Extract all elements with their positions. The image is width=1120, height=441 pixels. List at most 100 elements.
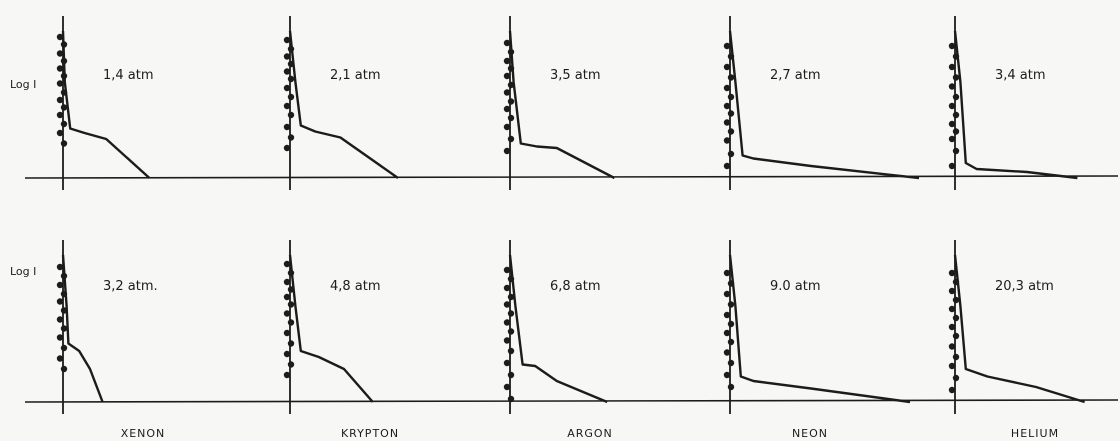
data-point (507, 328, 515, 335)
data-point (56, 33, 64, 41)
data-point (283, 371, 291, 379)
data-point (948, 305, 956, 313)
data-point (503, 57, 511, 65)
data-point (56, 281, 64, 289)
series-line (728, 254, 911, 404)
data-point (503, 266, 511, 274)
data-point (283, 278, 291, 286)
series-line (953, 254, 1085, 404)
data-point (723, 42, 731, 50)
data-point (287, 319, 295, 326)
y-axis-label-row-1: Log I (10, 78, 36, 91)
series-line (508, 30, 615, 180)
data-point (952, 374, 960, 382)
baseline-row-1 (24, 175, 1119, 179)
series-line (288, 30, 399, 179)
data-point (723, 84, 731, 92)
series-line (953, 30, 1078, 180)
data-point (507, 310, 515, 317)
data-point (60, 365, 68, 373)
data-point (952, 147, 960, 155)
data-point (948, 343, 956, 350)
gas-label: NEON (792, 427, 828, 440)
series-line (61, 254, 104, 403)
data-point (952, 314, 960, 322)
data-point (948, 287, 956, 295)
data-point (503, 337, 511, 344)
data-point (283, 68, 291, 75)
data-point (283, 53, 291, 60)
data-point (56, 111, 64, 119)
gas-label: KRYPTON (341, 427, 399, 440)
data-point (727, 338, 735, 346)
data-point (60, 344, 68, 352)
data-point (952, 332, 960, 340)
series-line (288, 254, 374, 403)
data-point (283, 36, 291, 44)
data-point (503, 72, 511, 80)
y-axis-label-row-2: Log I (10, 265, 36, 278)
data-point (727, 110, 735, 117)
data-point (948, 63, 956, 71)
data-point (507, 98, 515, 105)
pressure-label: 3,5 atm (550, 68, 601, 83)
data-point (952, 74, 960, 81)
data-point (727, 74, 735, 81)
data-point (723, 371, 731, 379)
data-point (948, 269, 956, 277)
data-point (948, 362, 956, 370)
data-point (948, 102, 956, 110)
data-point (948, 120, 956, 128)
data-point (56, 334, 64, 341)
data-point (283, 310, 291, 317)
series-line (61, 30, 151, 179)
data-point (56, 80, 64, 87)
data-point (723, 119, 731, 126)
data-point (503, 105, 511, 113)
data-point (283, 350, 291, 358)
data-point (56, 316, 64, 323)
data-point (283, 144, 291, 152)
data-point (507, 395, 515, 403)
data-point (56, 65, 64, 72)
data-point (723, 290, 731, 298)
data-point (952, 296, 960, 304)
data-point (56, 96, 64, 104)
data-point (727, 320, 735, 328)
data-point (507, 135, 515, 143)
data-point (948, 162, 956, 170)
data-point (952, 128, 960, 135)
data-point (283, 102, 291, 110)
data-point (952, 93, 960, 101)
data-point (507, 114, 515, 122)
gas-label: HELIUM (1011, 427, 1059, 440)
data-point (723, 329, 731, 337)
data-point (503, 359, 511, 367)
data-point (287, 75, 295, 83)
data-point (723, 269, 731, 277)
data-point (948, 323, 956, 331)
data-point (287, 134, 295, 141)
data-point (283, 329, 291, 337)
pressure-label: 20,3 atm (995, 279, 1054, 294)
data-point (507, 371, 515, 379)
data-point (56, 263, 64, 271)
gas-label: ARGON (567, 427, 613, 440)
pressure-label: 6,8 atm (550, 279, 601, 294)
data-point (952, 353, 960, 361)
gas-label: XENON (121, 427, 166, 440)
data-point (948, 135, 956, 143)
data-point (503, 89, 511, 96)
data-point (948, 42, 956, 50)
pressure-label: 2,1 atm (330, 68, 381, 83)
data-point (948, 386, 956, 394)
pressure-label: 4,8 atm (330, 279, 381, 294)
pressure-label: 3,4 atm (995, 68, 1046, 83)
data-point (503, 39, 511, 47)
data-point (727, 301, 735, 308)
data-point (727, 93, 735, 101)
data-point (56, 129, 64, 137)
data-point (503, 147, 511, 155)
